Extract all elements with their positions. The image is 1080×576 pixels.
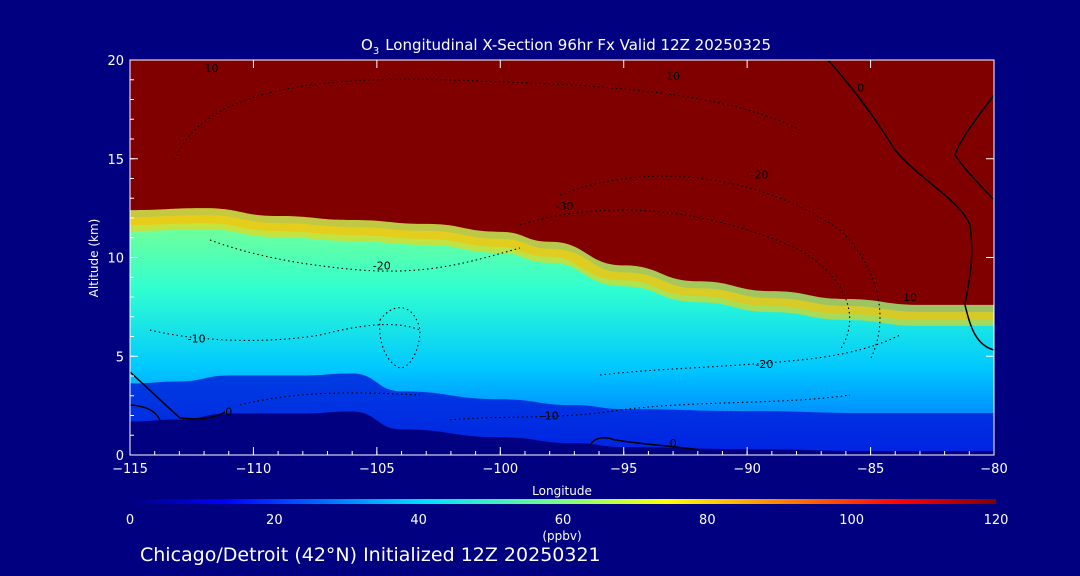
contour-label: -30	[555, 200, 573, 213]
contour-zero-lower	[239, 392, 421, 406]
contour-label: 10	[903, 291, 917, 304]
contour-label: -20	[755, 358, 773, 371]
x-axis-ticks: −115 −110 −105 −100 −95 −90 −85 −80	[112, 60, 1008, 477]
colorbar-tick-label: 100	[839, 513, 864, 528]
contour-10-upper	[174, 78, 801, 161]
colorbar-tick-label: 60	[555, 513, 572, 528]
contour-label: 0	[225, 406, 232, 419]
colorbar-ticks: 0 20 40 60 80 100 120	[126, 513, 1009, 528]
contour-lines	[149, 78, 901, 421]
colorbar-tick-label: 40	[410, 513, 427, 528]
contour-label: 0	[857, 82, 864, 95]
contour-label: 0	[670, 437, 677, 450]
contour-label: 10	[666, 70, 680, 83]
concentration-field: 10 10 -20 -30 -20 -10 -20 -10 0 0 10 0	[130, 60, 994, 455]
contour-label: -20	[751, 169, 769, 182]
contour-label: 10	[204, 62, 218, 75]
contour-label: -20	[373, 259, 391, 272]
contour-zero-surface	[589, 436, 701, 451]
contour-zero-southwest	[130, 404, 161, 421]
x-tick-label: −105	[359, 462, 395, 477]
y-tick-label: 5	[116, 350, 124, 365]
contour-zero-west	[130, 371, 226, 420]
y-tick-label: 15	[107, 153, 124, 168]
terrain-mask	[130, 411, 994, 455]
stratosphere-fill	[130, 60, 994, 305]
contour-zero-east	[827, 60, 994, 351]
contour-label: -10	[188, 332, 206, 345]
tropopause-gradient-band-inner	[130, 215, 994, 326]
y-tick-label: 10	[107, 252, 124, 267]
x-tick-label: −100	[482, 462, 518, 477]
colorbar-tick-label: 20	[266, 513, 283, 528]
colorbar	[130, 499, 996, 504]
contour-minus20-mid	[209, 239, 521, 272]
y-axis-label: Altitude (km)	[87, 219, 101, 298]
colorbar-tick-label: 120	[984, 513, 1009, 528]
x-tick-label: −80	[980, 462, 1007, 477]
contour-closed-cell	[379, 307, 421, 369]
x-tick-label: −85	[857, 462, 884, 477]
x-tick-label: −110	[236, 462, 272, 477]
colorbar-tick-label: 0	[126, 513, 134, 528]
solid-contours	[130, 60, 994, 451]
colorbar-unit: (ppbv)	[542, 529, 581, 543]
y-tick-label: 20	[107, 54, 124, 69]
contour-minus20-lower	[599, 334, 901, 376]
contour-zero-northeast	[954, 94, 994, 201]
x-tick-label: −90	[733, 462, 760, 477]
colorbar-tick-label: 80	[699, 513, 716, 528]
x-tick-label: −95	[610, 462, 637, 477]
chart-title: O3 Longitudinal X-Section 96hr Fx Valid 1…	[361, 36, 771, 57]
contour-label: -10	[541, 409, 559, 422]
y-axis-ticks: 0 5 10 15 20	[107, 54, 994, 464]
x-axis-label: Longitude	[532, 484, 592, 498]
y-tick-label: 0	[116, 449, 124, 464]
x-tick-label: −115	[112, 462, 148, 477]
footer-caption: Chicago/Detroit (42°N) Initialized 12Z 2…	[140, 544, 601, 566]
